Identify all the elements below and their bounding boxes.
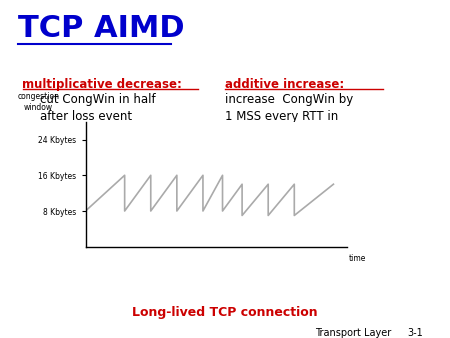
Text: cut CongWin in half: cut CongWin in half: [40, 93, 156, 106]
Text: increase  CongWin by: increase CongWin by: [225, 93, 353, 106]
Text: events:: events:: [225, 144, 273, 156]
Text: time: time: [349, 254, 366, 263]
Text: additive increase:: additive increase:: [225, 78, 344, 91]
Text: TCP AIMD: TCP AIMD: [18, 14, 184, 43]
Text: probing: probing: [281, 144, 327, 156]
Text: 3-1: 3-1: [407, 328, 423, 338]
Text: 1 MSS every RTT in: 1 MSS every RTT in: [225, 110, 338, 123]
Text: multiplicative decrease:: multiplicative decrease:: [22, 78, 182, 91]
Text: Long-lived TCP connection: Long-lived TCP connection: [132, 306, 318, 319]
Text: the absence of loss: the absence of loss: [225, 127, 339, 140]
Text: Transport Layer: Transport Layer: [315, 328, 391, 338]
Text: congestion
window: congestion window: [18, 92, 59, 112]
Text: after loss event: after loss event: [40, 110, 133, 123]
